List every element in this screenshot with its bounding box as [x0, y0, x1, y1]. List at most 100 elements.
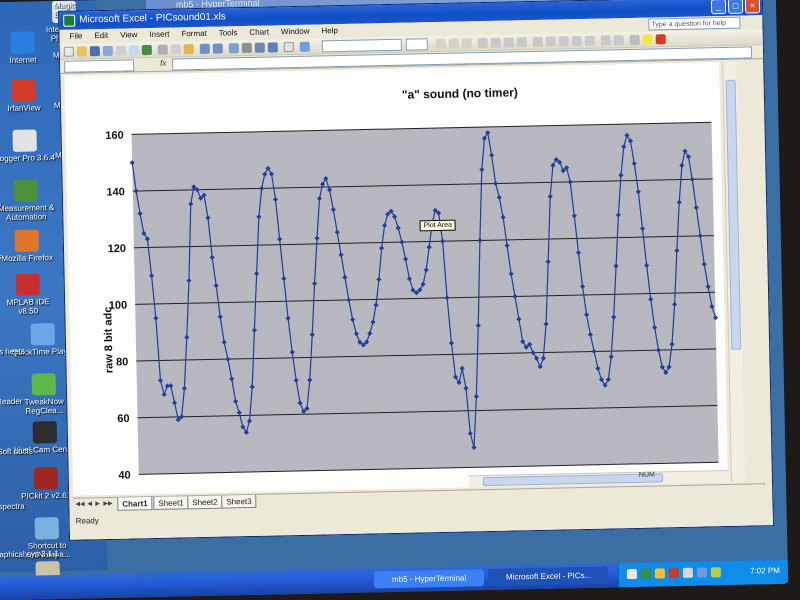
data-point[interactable]	[179, 414, 185, 420]
data-point[interactable]	[184, 334, 190, 340]
chart-wizard-icon[interactable]	[267, 42, 278, 53]
borders-icon[interactable]	[629, 34, 640, 45]
data-point[interactable]	[639, 225, 646, 232]
data-point[interactable]	[201, 192, 207, 198]
data-point[interactable]	[624, 132, 630, 138]
data-point[interactable]	[225, 356, 231, 362]
network-tray-icon[interactable]	[640, 568, 652, 579]
data-point[interactable]	[254, 270, 260, 277]
volume-tray-icon[interactable]	[682, 567, 694, 578]
data-point[interactable]	[560, 168, 566, 174]
data-point[interactable]	[164, 383, 170, 389]
data-point[interactable]	[608, 354, 614, 360]
font-size-dropdown[interactable]	[405, 38, 428, 51]
data-point[interactable]	[346, 297, 352, 303]
data-point[interactable]	[672, 301, 678, 307]
data-point[interactable]	[338, 252, 344, 258]
data-point[interactable]	[304, 405, 310, 412]
new-icon[interactable]	[63, 46, 74, 57]
redo-icon[interactable]	[212, 43, 223, 54]
data-point[interactable]	[229, 376, 235, 382]
data-point[interactable]	[605, 376, 611, 383]
increase-indent-icon[interactable]	[613, 35, 624, 46]
paste-icon[interactable]	[183, 44, 194, 55]
desktop-icon-mplab[interactable]: MPLAB IDE v8.50	[0, 273, 60, 316]
data-point[interactable]	[648, 296, 654, 302]
data-point[interactable]	[342, 274, 348, 280]
data-point[interactable]	[467, 430, 473, 436]
data-point[interactable]	[161, 391, 167, 398]
clock[interactable]: 7:02 PM	[749, 565, 780, 576]
desktop-icon-irfanview[interactable]: IrfanView	[0, 79, 56, 113]
data-point[interactable]	[479, 167, 485, 173]
data-point[interactable]	[504, 243, 510, 249]
chart-area[interactable]: "a" sound (no timer) raw 8 bit adc 40 60 8…	[64, 62, 729, 496]
sort-icon[interactable]	[254, 42, 265, 53]
security-tray-icon[interactable]	[654, 568, 666, 579]
next-sheet-arrow-icon[interactable]: ▶	[95, 501, 101, 508]
data-point[interactable]	[392, 214, 398, 220]
data-point[interactable]	[314, 235, 320, 241]
data-point[interactable]	[357, 339, 363, 345]
data-point[interactable]	[493, 180, 499, 187]
data-point[interactable]	[534, 355, 540, 361]
gridline[interactable]	[136, 348, 717, 362]
data-point[interactable]	[417, 287, 423, 293]
vertical-scroll-thumb[interactable]	[725, 79, 742, 350]
copy-icon[interactable]	[170, 44, 181, 55]
data-point[interactable]	[141, 230, 147, 236]
tab-sheet2[interactable]: Sheet2	[187, 495, 223, 510]
data-point[interactable]	[353, 331, 359, 337]
data-point[interactable]	[233, 398, 239, 405]
data-point[interactable]	[584, 312, 590, 318]
data-point[interactable]	[301, 408, 307, 414]
data-point[interactable]	[463, 385, 469, 391]
data-point[interactable]	[285, 315, 291, 321]
data-point[interactable]	[674, 247, 680, 254]
data-point[interactable]	[655, 347, 662, 353]
data-point[interactable]	[663, 370, 669, 376]
menu-insert[interactable]: Insert	[149, 29, 170, 40]
chart-title[interactable]: "a" sound (no timer)	[402, 85, 518, 101]
data-point[interactable]	[705, 284, 711, 290]
data-point[interactable]	[323, 176, 329, 182]
data-point[interactable]	[370, 319, 376, 325]
data-point[interactable]	[281, 276, 287, 282]
data-point[interactable]	[388, 208, 394, 214]
data-point[interactable]	[256, 214, 262, 220]
data-point[interactable]	[520, 339, 526, 345]
data-point[interactable]	[432, 207, 438, 213]
minimize-button[interactable]: _	[710, 0, 727, 15]
data-point[interactable]	[448, 340, 454, 346]
data-point[interactable]	[523, 344, 529, 350]
decrease-decimal-icon[interactable]	[584, 35, 595, 46]
data-point[interactable]	[265, 165, 271, 171]
gridline[interactable]	[137, 405, 718, 419]
data-point[interactable]	[682, 148, 688, 154]
maximize-button[interactable]: □	[727, 0, 744, 14]
data-point[interactable]	[168, 383, 174, 389]
data-point[interactable]	[137, 211, 143, 217]
data-point[interactable]	[316, 195, 323, 202]
data-point[interactable]	[426, 244, 432, 250]
data-point[interactable]	[693, 205, 699, 211]
data-point[interactable]	[420, 281, 426, 287]
currency-icon[interactable]	[532, 36, 543, 47]
data-point[interactable]	[575, 250, 582, 256]
data-point[interactable]	[330, 206, 336, 213]
tab-sheet3[interactable]: Sheet3	[221, 494, 257, 509]
autosum-icon[interactable]	[241, 42, 252, 54]
data-point[interactable]	[485, 130, 491, 136]
data-point[interactable]	[410, 287, 416, 293]
data-point[interactable]	[481, 135, 488, 141]
increase-decimal-icon[interactable]	[571, 35, 582, 47]
gridline[interactable]	[138, 461, 719, 475]
data-point[interactable]	[550, 162, 556, 168]
data-point[interactable]	[453, 374, 459, 380]
data-point[interactable]	[553, 156, 559, 163]
help-search-input[interactable]: Type a question for help	[648, 16, 741, 31]
desktop-icon-measurement[interactable]: Measurement & Automation	[0, 179, 58, 222]
data-point[interactable]	[618, 172, 624, 178]
data-point[interactable]	[307, 377, 313, 383]
desktop-icon-logger-pro[interactable]: Logger Pro 3.6.4	[0, 129, 57, 163]
